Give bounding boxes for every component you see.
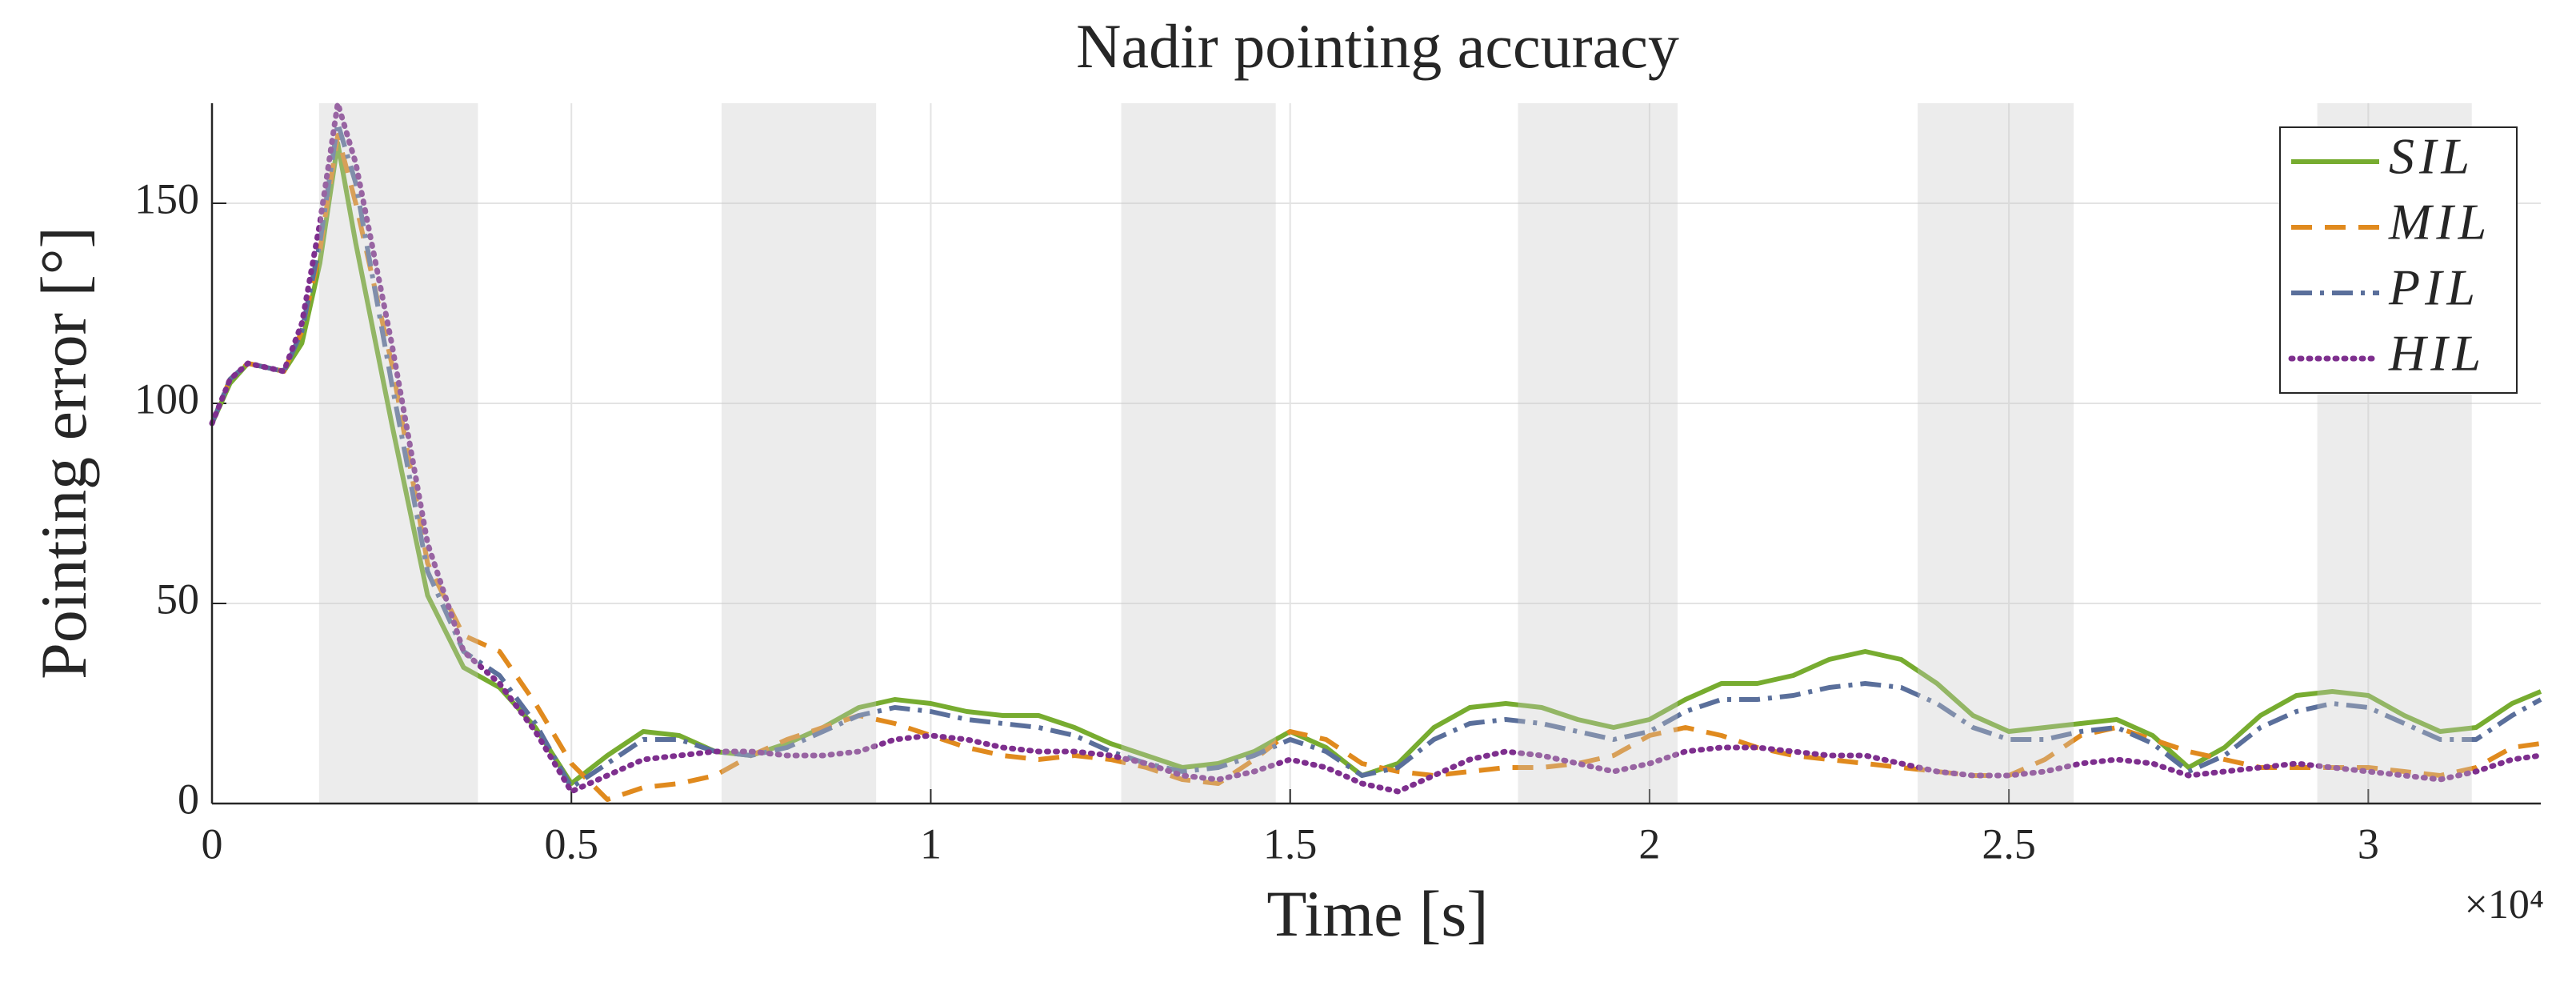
legend-label: MIL <box>2388 194 2491 251</box>
series-line <box>209 100 2544 795</box>
y-tick-label: 150 <box>134 174 199 222</box>
series-line <box>210 141 2542 786</box>
shaded-region <box>318 103 478 804</box>
x-tick-label: 1 <box>920 820 942 868</box>
y-tick-label: 50 <box>156 575 199 623</box>
y-axis-label: Pointing error [°] <box>27 226 100 679</box>
shaded-region <box>1918 103 2074 804</box>
legend-label: SIL <box>2389 128 2474 185</box>
series-line <box>210 133 2542 802</box>
shaded-region <box>1121 103 1276 804</box>
y-tick-label: 100 <box>134 375 199 423</box>
x-tick-label: 2 <box>1638 820 1660 868</box>
x-tick-label: 1.5 <box>1263 820 1318 868</box>
y-tick-label: 0 <box>178 775 199 823</box>
x-tick-label: 0 <box>202 820 223 868</box>
x-tick-label: 0.5 <box>544 820 598 868</box>
legend-label: PIL <box>2388 259 2480 316</box>
x-axis-label: Time [s] <box>1266 877 1488 950</box>
x-exponent-label: ×10⁴ <box>2465 882 2544 928</box>
legend-box <box>2279 126 2518 394</box>
legend-label: HIL <box>2388 325 2486 382</box>
x-tick-label: 3 <box>2358 820 2379 868</box>
series-line <box>210 121 2542 790</box>
shaded-region <box>722 103 877 804</box>
x-tick-label: 2.5 <box>1982 820 2036 868</box>
shaded-region <box>1518 103 1678 804</box>
chart-title: Nadir pointing accuracy <box>1076 11 1679 81</box>
